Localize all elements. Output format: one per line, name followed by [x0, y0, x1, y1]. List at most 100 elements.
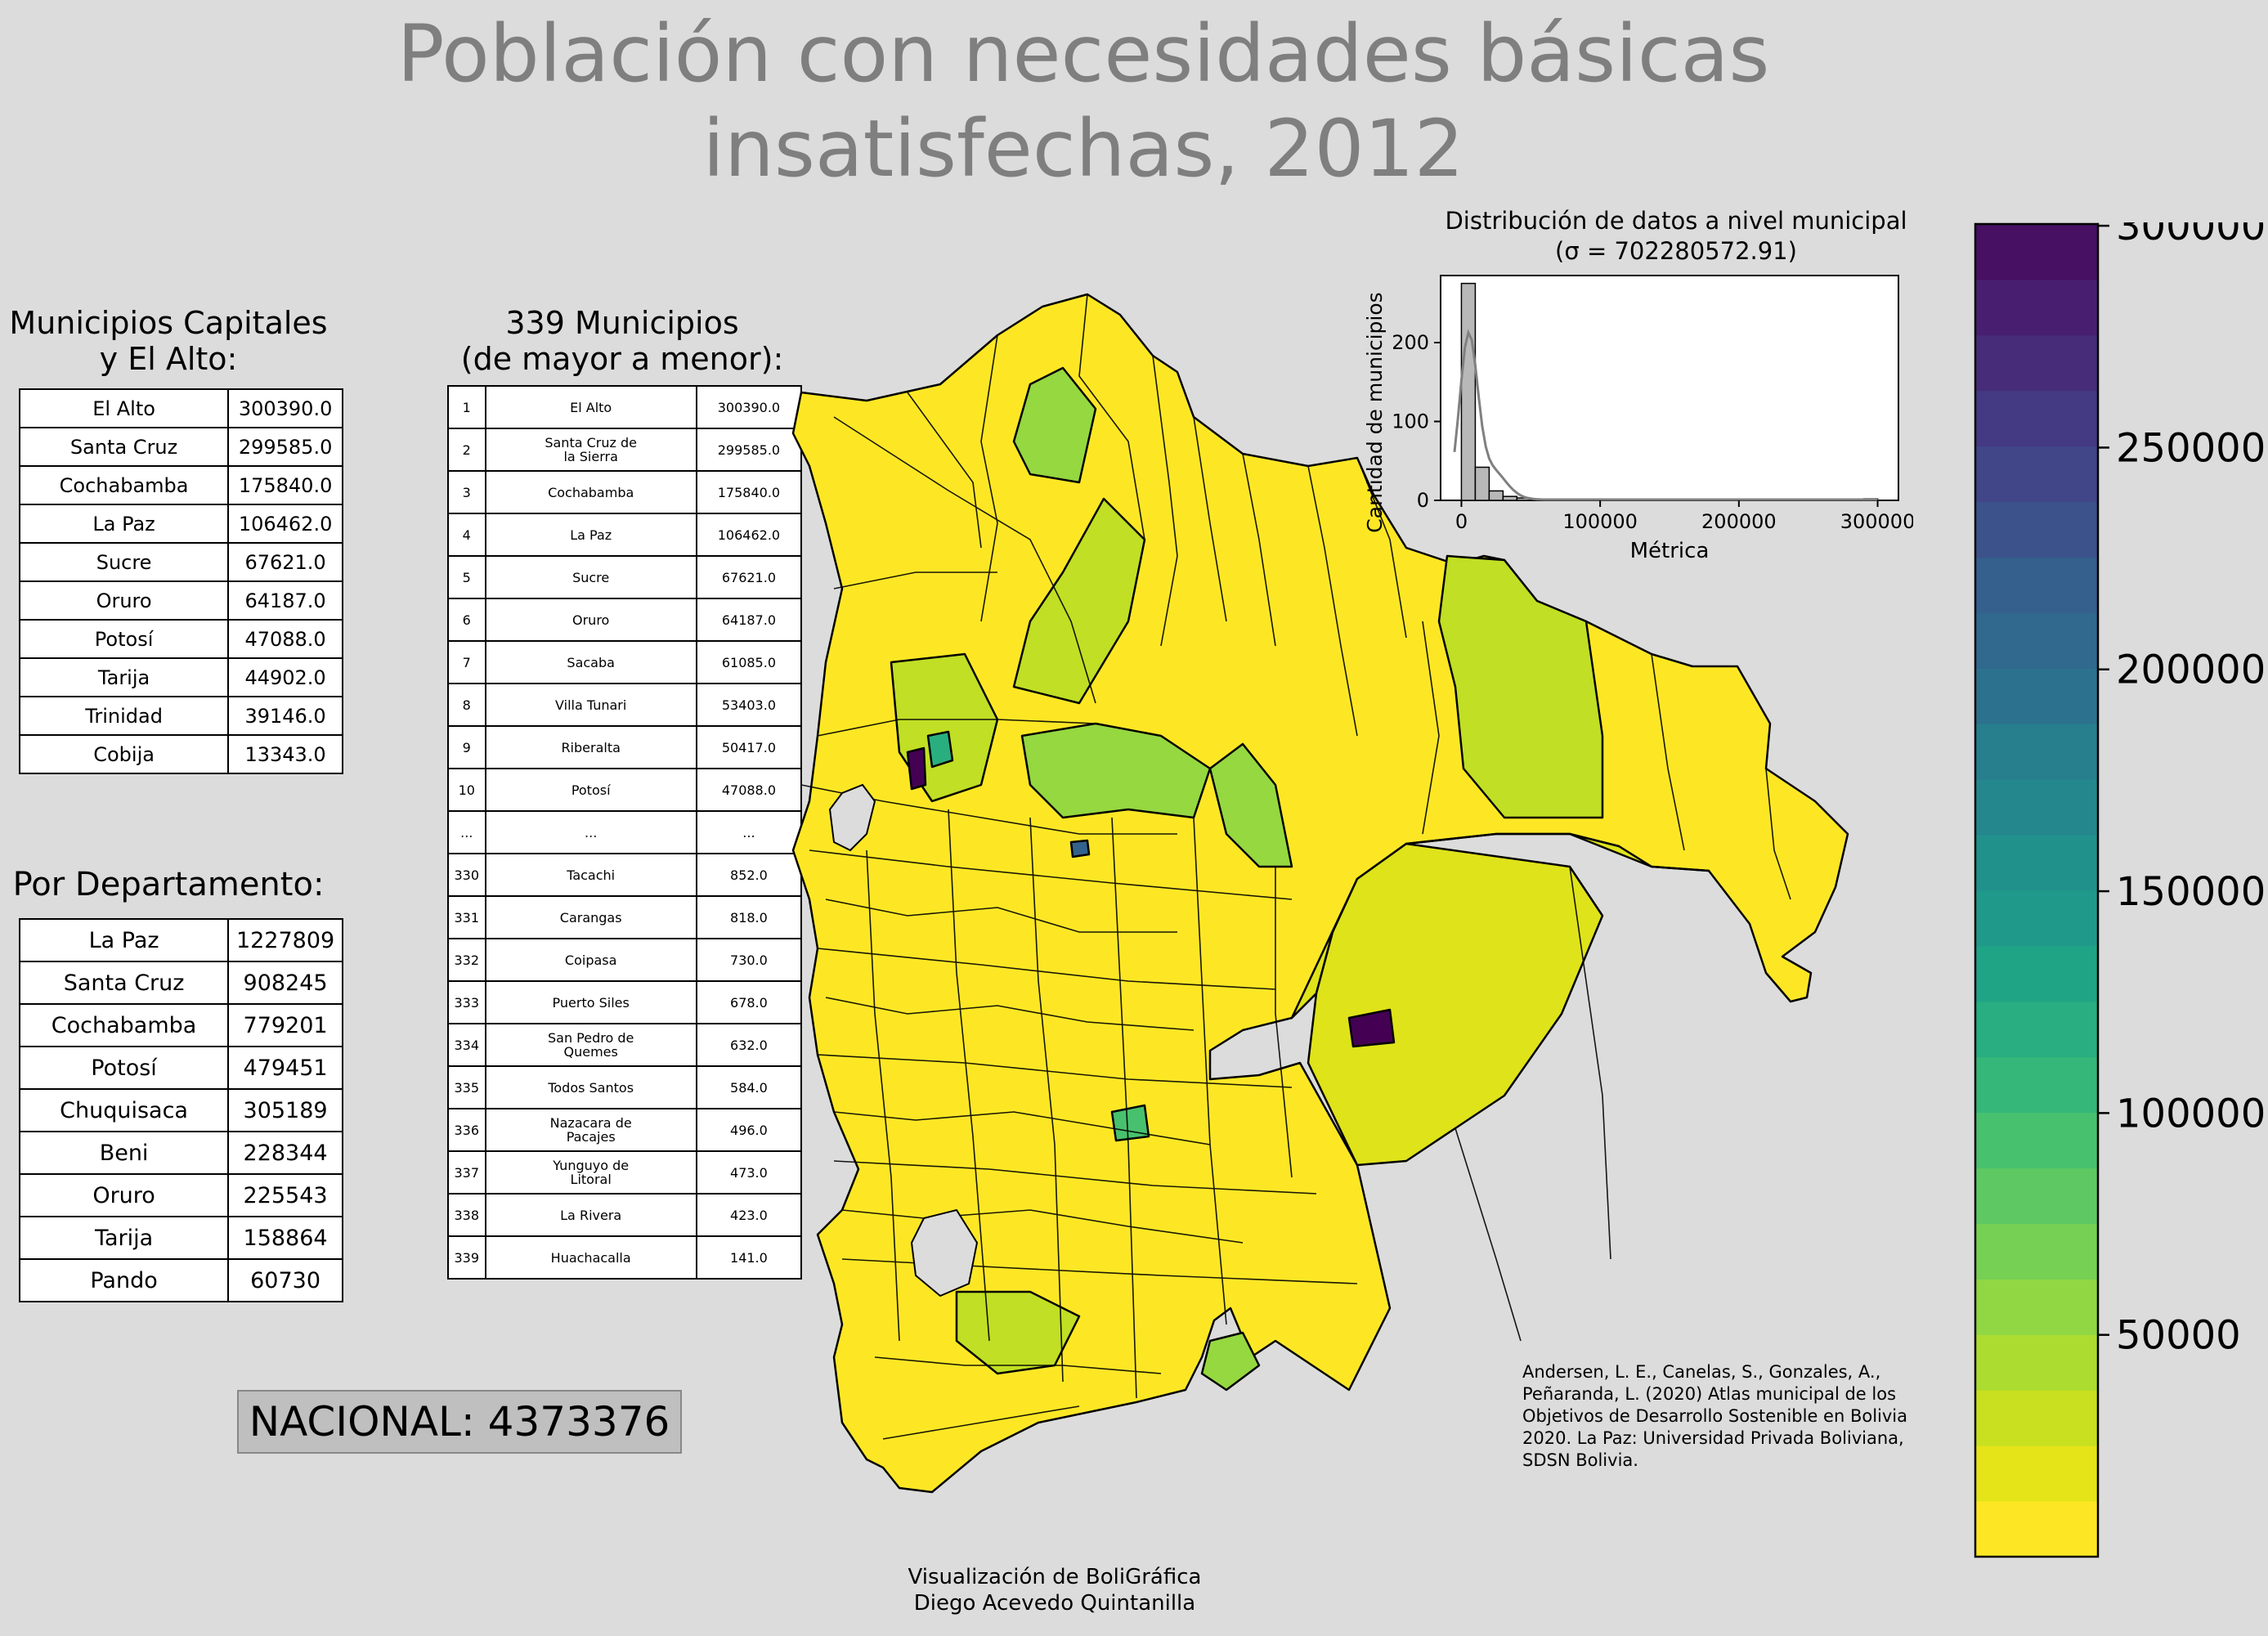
departamentos-cell: 228344 [227, 1131, 343, 1175]
credit: Visualización de BoliGráfica Diego Aceve… [818, 1564, 1292, 1616]
municipios-cell: Nazacara de Pacajes [484, 1108, 697, 1152]
municipios-row: 5 Sucre 67621.0 [447, 555, 803, 599]
map-lake-titicaca [828, 783, 876, 852]
histogram-y-tick-label: 0 [1417, 489, 1429, 512]
histogram-bar [1488, 490, 1504, 501]
municipios-cell: 5 [447, 555, 486, 599]
capitals-cell: Trinidad [18, 696, 230, 736]
municipios-cell: La Paz [484, 513, 697, 557]
map-region-ne-green [1437, 554, 1604, 819]
colorbar-segment [1975, 945, 2098, 1002]
capitals-cell: 106462.0 [227, 504, 343, 544]
colorbar-segment [1975, 668, 2098, 724]
colorbar-segment [1975, 1056, 2098, 1114]
municipios-row: 8 Villa Tunari 53403.0 [447, 683, 803, 727]
map-region-chiquitania [1307, 842, 1604, 1167]
capitals-cell: 39146.0 [227, 696, 343, 736]
municipios-cell: Villa Tunari [484, 683, 697, 727]
histogram-y-tick-label: 100 [1392, 410, 1429, 433]
municipios-cell: Santa Cruz de la Sierra [484, 428, 697, 472]
colorbar-segment [1975, 557, 2098, 613]
municipios-title-line-1: 339 Municipios [505, 305, 739, 341]
colorbar-segment [1975, 224, 2098, 280]
capitals-cell: Potosí [18, 619, 230, 659]
municipios-cell: 852.0 [695, 853, 803, 897]
histogram-title-line-1: Distribución de datos a nivel municipal [1445, 207, 1907, 235]
colorbar-segment [1975, 1112, 2098, 1169]
departamentos-row: Santa Cruz 908245 [18, 961, 343, 1005]
colorbar-segment [1975, 1501, 2098, 1558]
departamentos-table: La Paz 1227809 Santa Cruz 908245 Cochabamba 7… [18, 918, 343, 1302]
capitals-title: Municipios Capitales y El Alto: [0, 305, 337, 377]
municipios-cell: 331 [447, 895, 486, 939]
municipios-title-line-2: (de mayor a menor): [460, 341, 784, 377]
municipios-cell: Todos Santos [484, 1065, 697, 1109]
colorbar-tick-label: 250000 [2116, 425, 2266, 471]
municipios-cell: 1 [447, 385, 486, 429]
departamentos-cell: Cochabamba [18, 1003, 230, 1047]
colorbar-segment [1975, 724, 2098, 780]
municipios-cell: Tacachi [484, 853, 697, 897]
colorbar-segment [1975, 446, 2098, 503]
municipios-cell: 339 [447, 1235, 486, 1280]
municipios-row: 336 Nazacara de Pacajes 496.0 [447, 1108, 803, 1152]
colorbar-segment [1975, 279, 2098, 336]
municipios-cell: 50417.0 [695, 725, 803, 769]
municipios-cell: Puerto Siles [484, 980, 697, 1024]
map-la-paz-teal [926, 730, 954, 769]
colorbar-segment [1975, 612, 2098, 669]
municipios-title: 339 Municipios (de mayor a menor): [433, 305, 811, 377]
departamentos-cell: 305189 [227, 1088, 343, 1132]
histogram-bar [1460, 282, 1477, 501]
departamentos-cell: 479451 [227, 1046, 343, 1090]
map-santa-cruz [1347, 1008, 1396, 1048]
municipios-cell: 141.0 [695, 1235, 803, 1280]
municipios-row: 338 La Rivera 423.0 [447, 1193, 803, 1237]
colorbar-segment [1975, 1446, 2098, 1502]
municipios-cell: 10 [447, 768, 486, 812]
municipios-row: 1 El Alto 300390.0 [447, 385, 803, 429]
municipios-cell: 175840.0 [695, 470, 803, 514]
municipios-cell: 338 [447, 1193, 486, 1237]
municipios-cell: 299585.0 [695, 428, 803, 472]
map-cochabamba [1069, 839, 1091, 858]
colorbar-segment [1975, 1223, 2098, 1280]
colorbar-segment [1975, 890, 2098, 947]
municipios-cell: 2 [447, 428, 486, 472]
capitals-cell: Tarija [18, 657, 230, 697]
capitals-row: La Paz 106462.0 [18, 504, 343, 544]
histogram-y-tick-label: 200 [1392, 331, 1429, 354]
departamentos-cell: Beni [18, 1131, 230, 1175]
municipios-cell: 496.0 [695, 1108, 803, 1152]
municipios-row: 333 Puerto Siles 678.0 [447, 980, 803, 1024]
municipios-cell: 337 [447, 1150, 486, 1195]
capitals-row: Trinidad 39146.0 [18, 696, 343, 736]
municipios-cell: El Alto [484, 385, 697, 429]
capitals-row: Tarija 44902.0 [18, 657, 343, 697]
capitals-row: El Alto 300390.0 [18, 388, 343, 428]
nacional-total: NACIONAL: 4373376 [237, 1390, 682, 1454]
departamentos-row: Beni 228344 [18, 1131, 343, 1175]
municipios-row: 339 Huachacalla 141.0 [447, 1235, 803, 1280]
capitals-cell: 67621.0 [227, 542, 343, 582]
municipios-cell: Huachacalla [484, 1235, 697, 1280]
municipios-cell: Yunguyo de Litoral [484, 1150, 697, 1195]
departamentos-cell: 1227809 [227, 918, 343, 962]
departamentos-cell: Santa Cruz [18, 961, 230, 1005]
departamentos-cell: La Paz [18, 918, 230, 962]
municipios-row: 7 Sacaba 61085.0 [447, 640, 803, 684]
municipios-cell: 818.0 [695, 895, 803, 939]
colorbar-tick-label: 100000 [2116, 1091, 2266, 1136]
colorbar-segment [1975, 1168, 2098, 1224]
capitals-row: Cochabamba 175840.0 [18, 465, 343, 505]
municipios-cell: 584.0 [695, 1065, 803, 1109]
departamentos-cell: 158864 [227, 1216, 343, 1260]
municipios-cell: 336 [447, 1108, 486, 1152]
colorbar-tick-label: 150000 [2116, 869, 2266, 915]
colorbar-segment [1975, 334, 2098, 392]
histogram-plot-area [1440, 275, 1899, 501]
municipios-cell: Sacaba [484, 640, 697, 684]
municipios-cell: 632.0 [695, 1023, 803, 1067]
capitals-row: Sucre 67621.0 [18, 542, 343, 582]
map-region-guarayos [1208, 742, 1293, 868]
